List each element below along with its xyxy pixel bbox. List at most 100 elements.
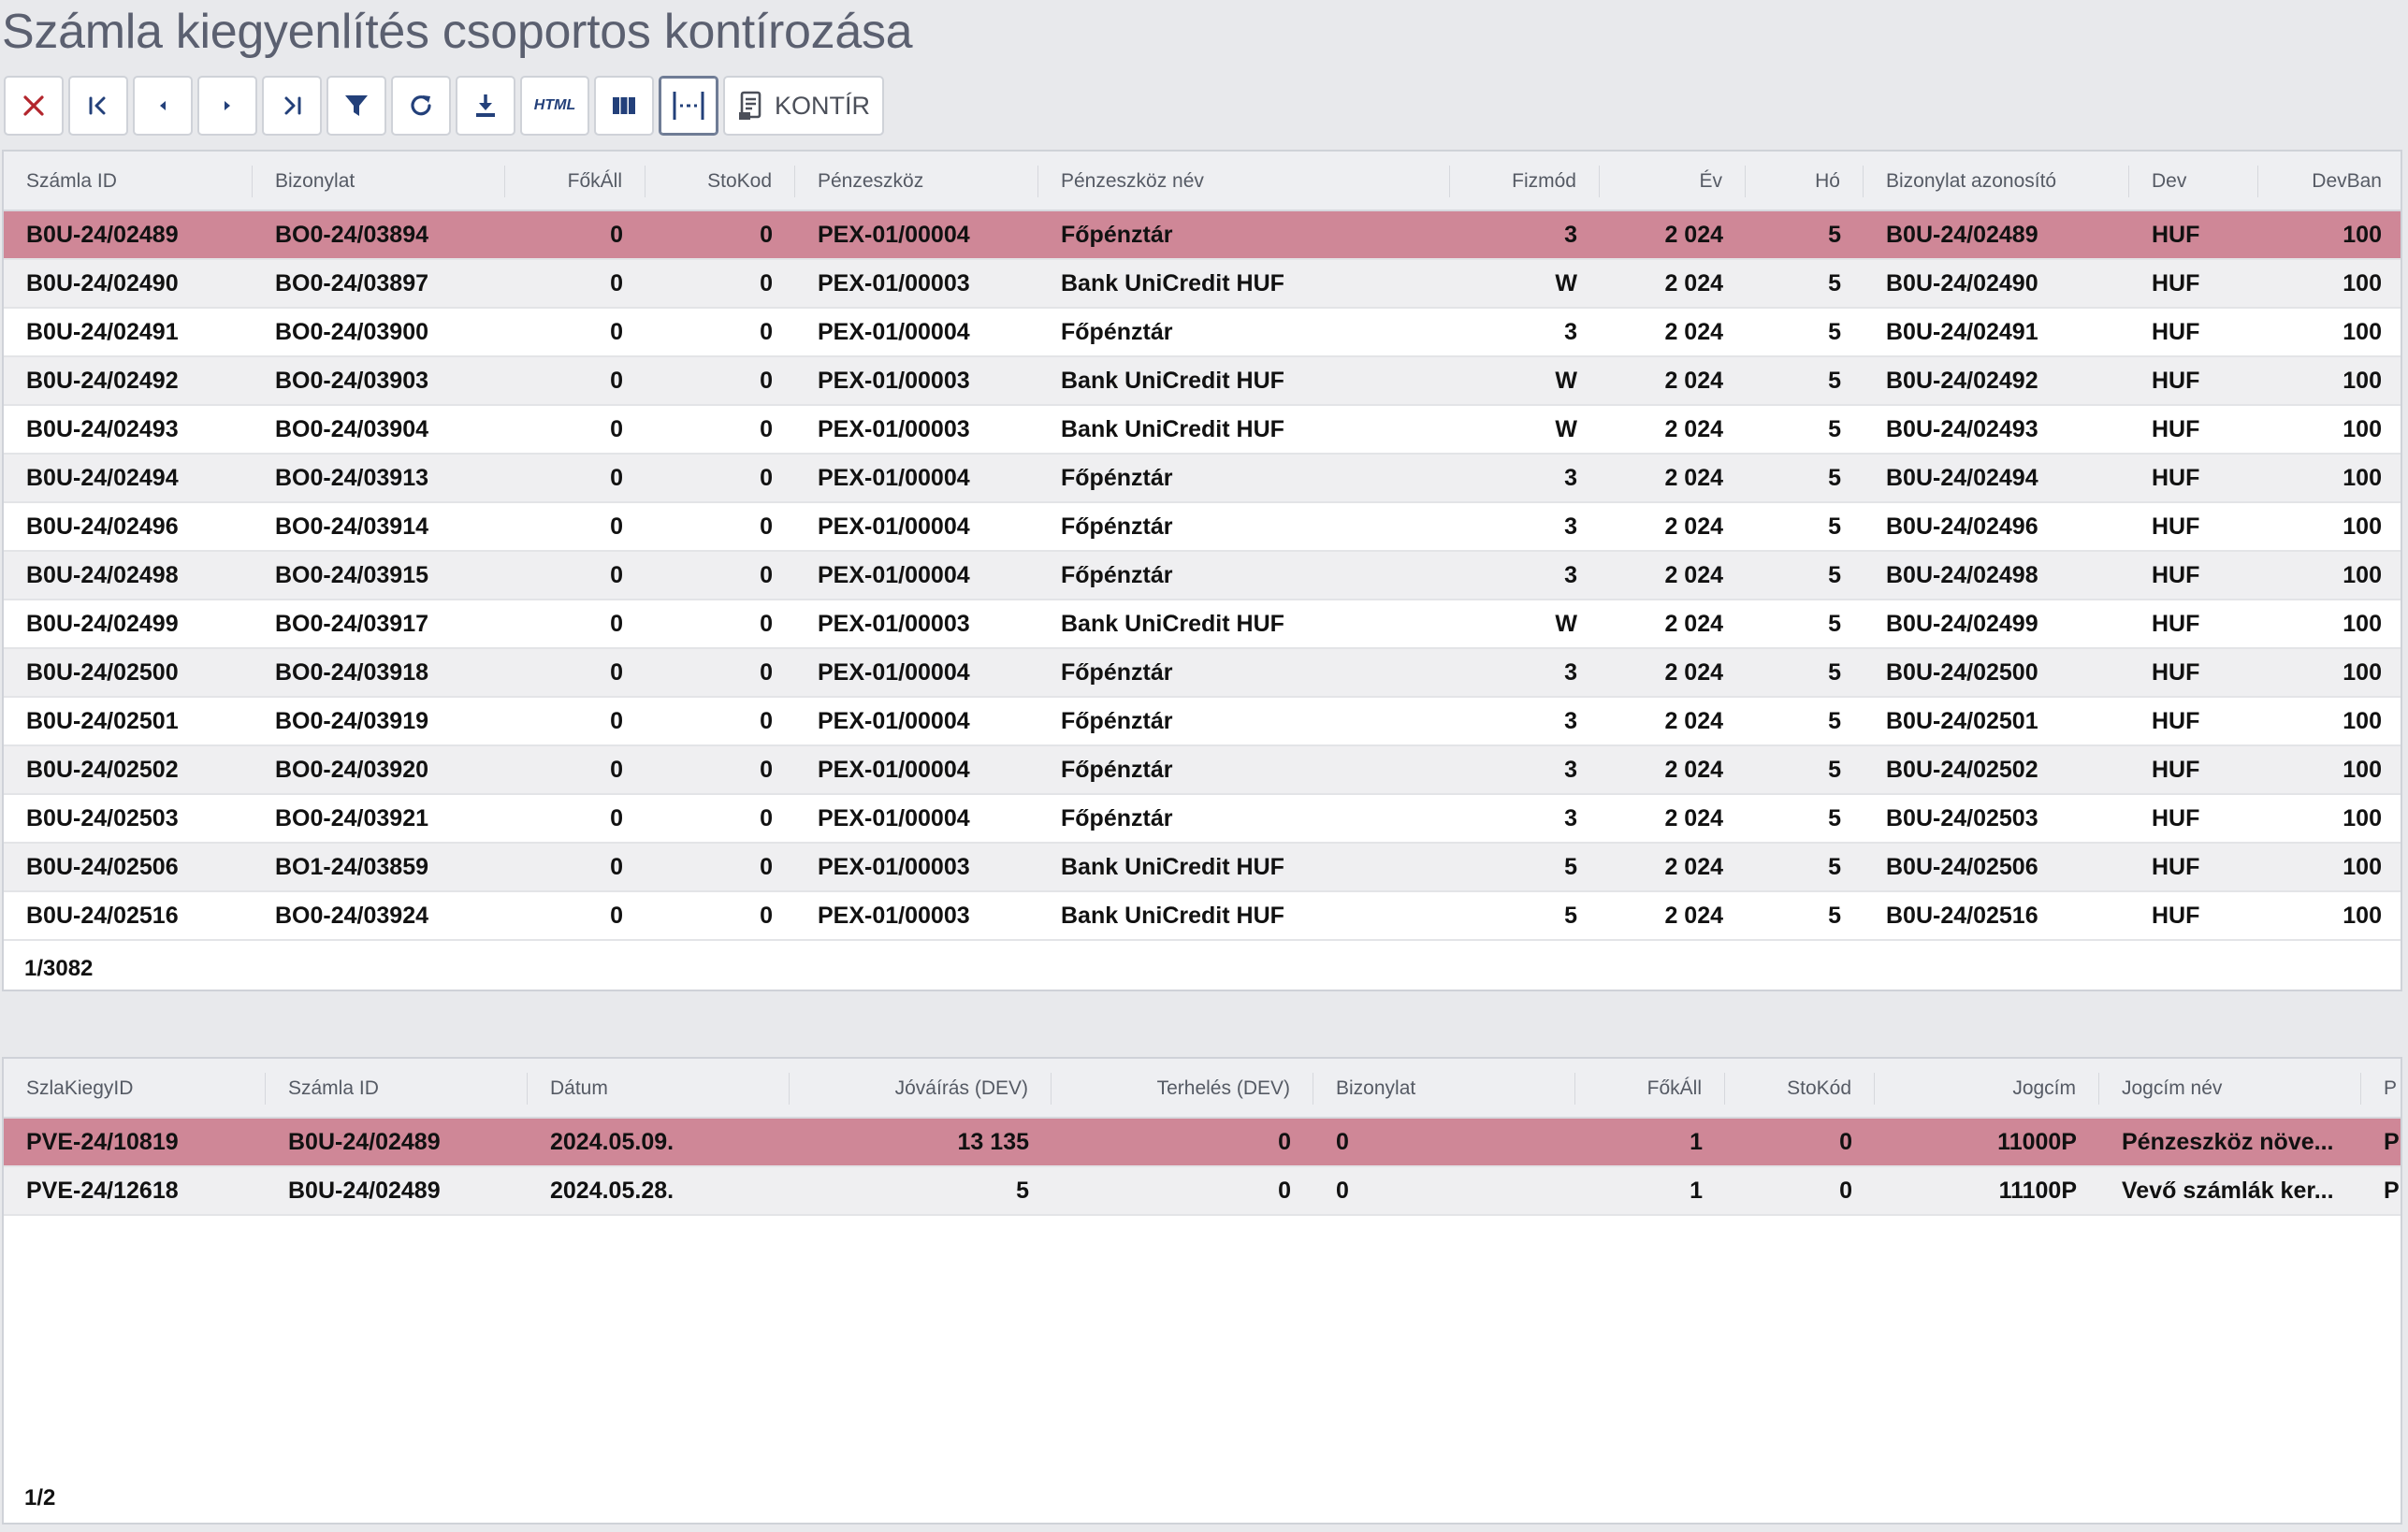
column-header-terheles-dev[interactable]: Terhelés (DEV) — [1052, 1073, 1313, 1105]
cell-dev: HUF — [2152, 707, 2200, 734]
cell-bizonylat: BO0-24/03917 — [275, 610, 429, 637]
cell-szamla-id: B0U-24/02503 — [26, 804, 179, 831]
cell-penzeszkoz: PEX-01/00004 — [818, 464, 970, 491]
fit-width-icon — [670, 89, 707, 123]
table-row[interactable]: B0U-24/02498 BO0-24/03915 0 0 PEX-01/00004 Fő… — [4, 552, 2401, 600]
cell-devban: 100 — [2343, 853, 2382, 880]
cell-stokod: 0 — [760, 610, 773, 637]
close-button[interactable] — [4, 76, 64, 136]
column-header-jogcim[interactable]: Jogcím — [1875, 1073, 2099, 1105]
columns-button[interactable] — [594, 76, 654, 136]
table-row[interactable]: B0U-24/02506 BO1-24/03859 0 0 PEX-01/00003 Ba… — [4, 844, 2401, 892]
cell-bizonylat-azonosito: B0U-24/02516 — [1886, 902, 2038, 929]
cell-stokod: 0 — [760, 853, 773, 880]
table-row[interactable]: PVE-24/12618 B0U-24/02489 2024.05.28. 5 0 0 1 0… — [4, 1167, 2401, 1216]
download-icon — [471, 92, 500, 120]
cell-penzeszkoz: PEX-01/00003 — [818, 902, 970, 929]
cell-penzeszkoz: PEX-01/00004 — [818, 221, 970, 248]
column-header-ho[interactable]: Hó — [1746, 166, 1864, 197]
main-grid: Számla ID Bizonylat FőkÁll StoKod Pénzeszköz… — [2, 150, 2402, 991]
prev-page-button[interactable] — [133, 76, 193, 136]
cell-penzeszkoz-nev: Bank UniCredit HUF — [1061, 610, 1284, 637]
column-header-fokall[interactable]: FőkÁll — [505, 166, 646, 197]
column-header-p[interactable]: P — [2384, 1077, 2398, 1099]
column-header-stokod[interactable]: StoKod — [646, 166, 795, 197]
cell-bizonylat: BO0-24/03921 — [275, 804, 429, 831]
cell-fizmod: 3 — [1564, 318, 1577, 345]
cell-ho: 5 — [1828, 318, 1841, 345]
toolbar: HTML KONTÍR — [4, 76, 884, 139]
column-header-dev[interactable]: Dev — [2129, 166, 2258, 197]
filter-button[interactable] — [326, 76, 386, 136]
column-header-penzeszkoz[interactable]: Pénzeszköz — [795, 166, 1038, 197]
column-header-bizonylat[interactable]: Bizonylat — [253, 166, 505, 197]
table-row-selected[interactable]: PVE-24/10819 B0U-24/02489 2024.05.09. 13 13… — [4, 1119, 2401, 1167]
cell-bizonylat: BO0-24/03920 — [275, 756, 429, 783]
last-page-button[interactable] — [262, 76, 322, 136]
column-header-szamla-id[interactable]: Számla ID — [266, 1073, 528, 1105]
cell-fizmod: W — [1555, 415, 1577, 442]
table-row[interactable]: B0U-24/02500 BO0-24/03918 0 0 PEX-01/00004 Fő… — [4, 649, 2401, 698]
html-export-button[interactable]: HTML — [520, 76, 589, 136]
column-header-jovairas-dev[interactable]: Jóváírás (DEV) — [790, 1073, 1052, 1105]
cell-szamla-id: B0U-24/02500 — [26, 658, 179, 686]
first-page-button[interactable] — [68, 76, 128, 136]
cell-stokod: 0 — [1839, 1128, 1852, 1155]
refresh-icon — [407, 92, 435, 120]
table-row[interactable]: B0U-24/02499 BO0-24/03917 0 0 PEX-01/00003 Ba… — [4, 600, 2401, 649]
cell-ev: 2 024 — [1664, 221, 1723, 248]
cell-fizmod: W — [1555, 610, 1577, 637]
cell-penzeszkoz: PEX-01/00003 — [818, 269, 970, 296]
cell-penzeszkoz: PEX-01/00003 — [818, 853, 970, 880]
cell-bizonylat-azonosito: B0U-24/02500 — [1886, 658, 2038, 686]
cell-stokod: 0 — [760, 221, 773, 248]
cell-fokall: 0 — [610, 756, 623, 783]
column-header-fizmod[interactable]: Fizmód — [1450, 166, 1600, 197]
fit-columns-button[interactable] — [659, 76, 718, 136]
cell-stokod: 0 — [760, 464, 773, 491]
table-row[interactable]: B0U-24/02516 BO0-24/03924 0 0 PEX-01/00003 Ba… — [4, 892, 2401, 941]
table-row[interactable]: B0U-24/02494 BO0-24/03913 0 0 PEX-01/00004 Fő… — [4, 455, 2401, 503]
column-header-szlakiegyid[interactable]: SzlaKiegyID — [4, 1073, 266, 1105]
cell-stokod: 0 — [1839, 1177, 1852, 1204]
first-page-icon — [85, 93, 111, 119]
column-header-ev[interactable]: Év — [1600, 166, 1746, 197]
cell-dev: HUF — [2152, 902, 2200, 929]
column-header-jogcim-nev[interactable]: Jogcím név — [2099, 1073, 2361, 1105]
cell-penzeszkoz-nev: Főpénztár — [1061, 756, 1173, 783]
cell-devban: 100 — [2343, 318, 2382, 345]
column-header-stokod[interactable]: StoKód — [1725, 1073, 1875, 1105]
cell-fizmod: 3 — [1564, 707, 1577, 734]
column-header-szamla-id[interactable]: Számla ID — [4, 166, 253, 197]
chevron-right-icon — [214, 93, 240, 119]
next-page-button[interactable] — [197, 76, 257, 136]
cell-ho: 5 — [1828, 561, 1841, 588]
table-row[interactable]: B0U-24/02490 BO0-24/03897 0 0 PEX-01/00003 Ba… — [4, 260, 2401, 309]
column-header-penzeszkoz-nev[interactable]: Pénzeszköz név — [1038, 166, 1450, 197]
cell-bizonylat: BO0-24/03913 — [275, 464, 429, 491]
table-row[interactable]: B0U-24/02493 BO0-24/03904 0 0 PEX-01/00003 Ba… — [4, 406, 2401, 455]
refresh-button[interactable] — [391, 76, 451, 136]
cell-bizonylat-azonosito: B0U-24/02501 — [1886, 707, 2038, 734]
cell-bizonylat-azonosito: B0U-24/02493 — [1886, 415, 2038, 442]
cell-fizmod: 3 — [1564, 561, 1577, 588]
table-row[interactable]: B0U-24/02502 BO0-24/03920 0 0 PEX-01/00004 Fő… — [4, 746, 2401, 795]
cell-terheles-dev: 0 — [1278, 1128, 1291, 1155]
cell-bizonylat-azonosito: B0U-24/02490 — [1886, 269, 2038, 296]
table-row-selected[interactable]: B0U-24/02489 BO0-24/03894 0 0 PEX-01/00004 Fő… — [4, 211, 2401, 260]
kontir-button[interactable]: KONTÍR — [723, 76, 884, 136]
column-header-datum[interactable]: Dátum — [528, 1073, 790, 1105]
cell-fokall: 0 — [610, 464, 623, 491]
table-row[interactable]: B0U-24/02492 BO0-24/03903 0 0 PEX-01/00003 Ba… — [4, 357, 2401, 406]
table-row[interactable]: B0U-24/02491 BO0-24/03900 0 0 PEX-01/00004 Fő… — [4, 309, 2401, 357]
cell-szamla-id: B0U-24/02491 — [26, 318, 179, 345]
column-header-fokall[interactable]: FőkÁll — [1575, 1073, 1725, 1105]
table-row[interactable]: B0U-24/02496 BO0-24/03914 0 0 PEX-01/00004 Fő… — [4, 503, 2401, 552]
column-header-bizonylat[interactable]: Bizonylat — [1313, 1073, 1575, 1105]
column-header-devban[interactable]: DevBan — [2312, 170, 2382, 192]
download-button[interactable] — [456, 76, 515, 136]
table-row[interactable]: B0U-24/02501 BO0-24/03919 0 0 PEX-01/00004 Fő… — [4, 698, 2401, 746]
column-header-bizonylat-azonosito[interactable]: Bizonylat azonosító — [1864, 166, 2129, 197]
table-row[interactable]: B0U-24/02503 BO0-24/03921 0 0 PEX-01/00004 Fő… — [4, 795, 2401, 844]
cell-dev: HUF — [2152, 415, 2200, 442]
